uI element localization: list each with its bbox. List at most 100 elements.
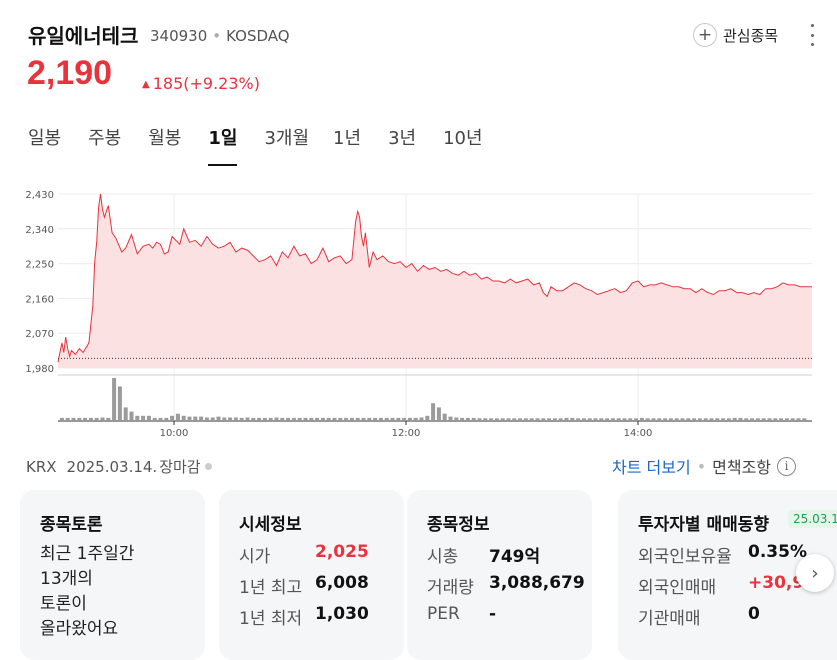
info-value: - bbox=[489, 604, 497, 624]
volume-bar bbox=[697, 418, 702, 420]
info-icon[interactable]: i bbox=[777, 456, 797, 476]
y-tick-label: 2,070 bbox=[25, 329, 54, 340]
chevron-right-icon: › bbox=[811, 562, 819, 584]
volume-bar bbox=[721, 418, 726, 420]
tab-10years[interactable]: 10년 bbox=[443, 128, 483, 149]
tab-1day[interactable]: 1일 bbox=[208, 124, 238, 166]
volume-bar bbox=[668, 418, 673, 420]
volume-bar bbox=[518, 418, 523, 420]
volume-bar bbox=[732, 417, 737, 420]
volume-bar bbox=[222, 417, 227, 420]
add-watchlist-button[interactable]: + 관심종목 bbox=[693, 22, 778, 48]
disclaimer-link[interactable]: 면책조항 bbox=[712, 458, 772, 477]
quote-card[interactable]: 시세정보 시가 2,025 1년 최고 6,008 1년 최저 1,030 bbox=[219, 490, 404, 660]
volume-bar bbox=[535, 418, 540, 420]
volume-bar bbox=[726, 418, 731, 420]
volume-bar bbox=[193, 416, 198, 420]
quote-label: 1년 최저 bbox=[239, 609, 303, 629]
quote-value: 2,025 bbox=[315, 542, 369, 562]
volume-bar bbox=[286, 417, 291, 420]
volume-bar bbox=[431, 403, 436, 420]
volume-bar bbox=[210, 417, 215, 420]
volume-bar bbox=[750, 418, 755, 420]
y-tick-label: 2,430 bbox=[25, 190, 54, 201]
discussion-line: 토론이 bbox=[40, 594, 87, 614]
volume-bar bbox=[355, 417, 360, 420]
volume-bar bbox=[315, 417, 320, 420]
investor-value: +30,9 bbox=[748, 573, 805, 593]
quote-card-title: 시세정보 bbox=[239, 515, 302, 535]
volume-bar bbox=[784, 418, 789, 420]
market-status: 장마감 bbox=[159, 458, 201, 476]
volume-bar bbox=[170, 415, 175, 420]
volume-bar bbox=[251, 417, 256, 420]
volume-bar bbox=[141, 415, 146, 420]
volume-bar bbox=[552, 418, 557, 420]
volume-bar bbox=[94, 417, 99, 420]
volume-bar bbox=[460, 417, 465, 420]
volume-bar bbox=[709, 418, 714, 420]
volume-bar bbox=[216, 416, 221, 420]
more-chart-link[interactable]: 차트 더보기 bbox=[612, 458, 691, 477]
volume-bar bbox=[309, 417, 314, 420]
volume-bar bbox=[692, 418, 697, 420]
volume-bar bbox=[332, 417, 337, 420]
volume-bar bbox=[477, 418, 482, 420]
volume-bar bbox=[228, 417, 233, 420]
quote-label: 시가 bbox=[239, 547, 271, 567]
volume-bar bbox=[152, 417, 157, 420]
volume-bar bbox=[59, 417, 64, 420]
intraday-chart[interactable]: 2,430 2,340 2,250 2,160 2,070 1,980 10:00 12:00… bbox=[0, 180, 837, 442]
more-options-icon[interactable] bbox=[808, 24, 816, 46]
stock-info-card[interactable]: 종목정보 시총 749억 거래량 3,088,679 PER - bbox=[407, 490, 592, 660]
volume-bar bbox=[378, 417, 383, 420]
volume-bar bbox=[257, 417, 262, 420]
volume-bar bbox=[581, 418, 586, 420]
volume-bar bbox=[413, 417, 418, 420]
volume-bar bbox=[146, 415, 151, 420]
volume-bar bbox=[738, 417, 743, 420]
y-tick-label: 2,160 bbox=[25, 294, 54, 305]
tab-monthly[interactable]: 월봉 bbox=[148, 128, 182, 149]
tab-1year[interactable]: 1년 bbox=[333, 128, 362, 149]
up-arrow-icon: ▲ bbox=[142, 79, 150, 90]
info-label: PER bbox=[427, 604, 460, 624]
volume-bar bbox=[204, 417, 209, 420]
tab-weekly[interactable]: 주봉 bbox=[88, 128, 122, 149]
y-tick-label: 2,340 bbox=[25, 225, 54, 236]
stock-code-market: 340930 • KOSDAQ bbox=[150, 27, 290, 45]
next-card-button[interactable]: › bbox=[796, 554, 834, 592]
volume-bar bbox=[454, 417, 459, 420]
tab-3months[interactable]: 3개월 bbox=[264, 128, 310, 149]
volume-bar bbox=[616, 418, 621, 420]
trade-date: 2025.03.14. bbox=[66, 457, 158, 476]
volume-bar bbox=[402, 417, 407, 420]
add-watchlist-label: 관심종목 bbox=[723, 26, 779, 45]
quote-value: 1,030 bbox=[315, 604, 369, 624]
volume-bar bbox=[291, 417, 296, 420]
volume-bar bbox=[767, 418, 772, 420]
period-tabs: 일봉 주봉 월봉 1일 3개월 1년 3년 10년 bbox=[28, 124, 510, 166]
volume-bar bbox=[686, 418, 691, 420]
volume-bar bbox=[448, 416, 453, 420]
info-value: 3,088,679 bbox=[489, 573, 585, 593]
discussion-card[interactable]: 종목토론 최근 1주일간 13개의 토론이 올라왔어요 bbox=[20, 490, 205, 660]
volume-bar bbox=[674, 418, 679, 420]
x-tick-label: 12:00 bbox=[392, 428, 421, 439]
volume-bar bbox=[123, 407, 128, 420]
volume-bar bbox=[779, 418, 784, 420]
volume-bar bbox=[239, 417, 244, 420]
volume-bar bbox=[338, 417, 343, 420]
stock-name: 유일에너테크 bbox=[28, 24, 139, 48]
investor-trend-card[interactable]: 투자자별 매매동향 외국인보유율 0.35% 외국인매매 +30,9 기관매매 … bbox=[618, 490, 837, 660]
volume-bar bbox=[570, 417, 575, 420]
volume-bar bbox=[199, 416, 204, 420]
tab-3years[interactable]: 3년 bbox=[388, 128, 417, 149]
volume-bar bbox=[71, 417, 76, 420]
investor-date-badge: 25.03.1 bbox=[788, 510, 837, 528]
volume-bar bbox=[344, 417, 349, 420]
tab-daily[interactable]: 일봉 bbox=[28, 128, 62, 149]
discussion-line: 13개의 bbox=[40, 569, 93, 589]
volume-bar bbox=[622, 418, 627, 420]
volume-bar bbox=[576, 418, 581, 420]
